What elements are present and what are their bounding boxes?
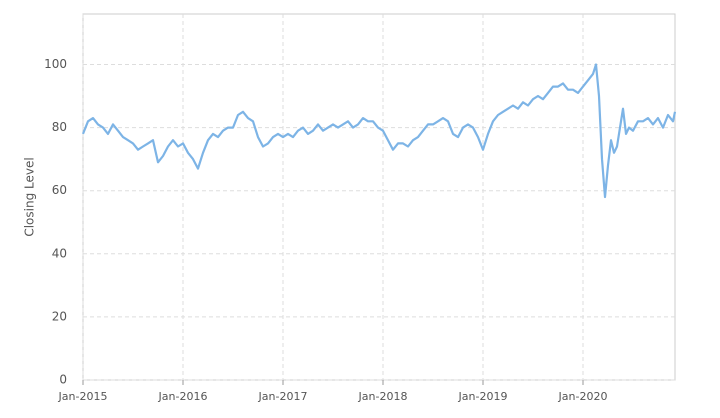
y-tick-label: 80 [52, 120, 67, 134]
y-tick-label: 0 [59, 373, 67, 387]
y-tick-label: 40 [52, 246, 67, 260]
x-tick-label: Jan-2016 [158, 390, 208, 403]
x-tick-label: Jan-2019 [458, 390, 508, 403]
y-tick-label: 20 [52, 309, 67, 323]
y-tick-label: 60 [52, 183, 67, 197]
x-tick-label: Jan-2017 [258, 390, 308, 403]
y-axis-label: Closing Level [23, 157, 37, 236]
y-tick-label: 100 [44, 57, 67, 71]
x-tick-label: Jan-2015 [58, 390, 108, 403]
x-tick-label: Jan-2020 [558, 390, 608, 403]
data-line [81, 63, 677, 199]
plot-frame [82, 13, 676, 381]
x-tick-label: Jan-2018 [358, 390, 408, 403]
